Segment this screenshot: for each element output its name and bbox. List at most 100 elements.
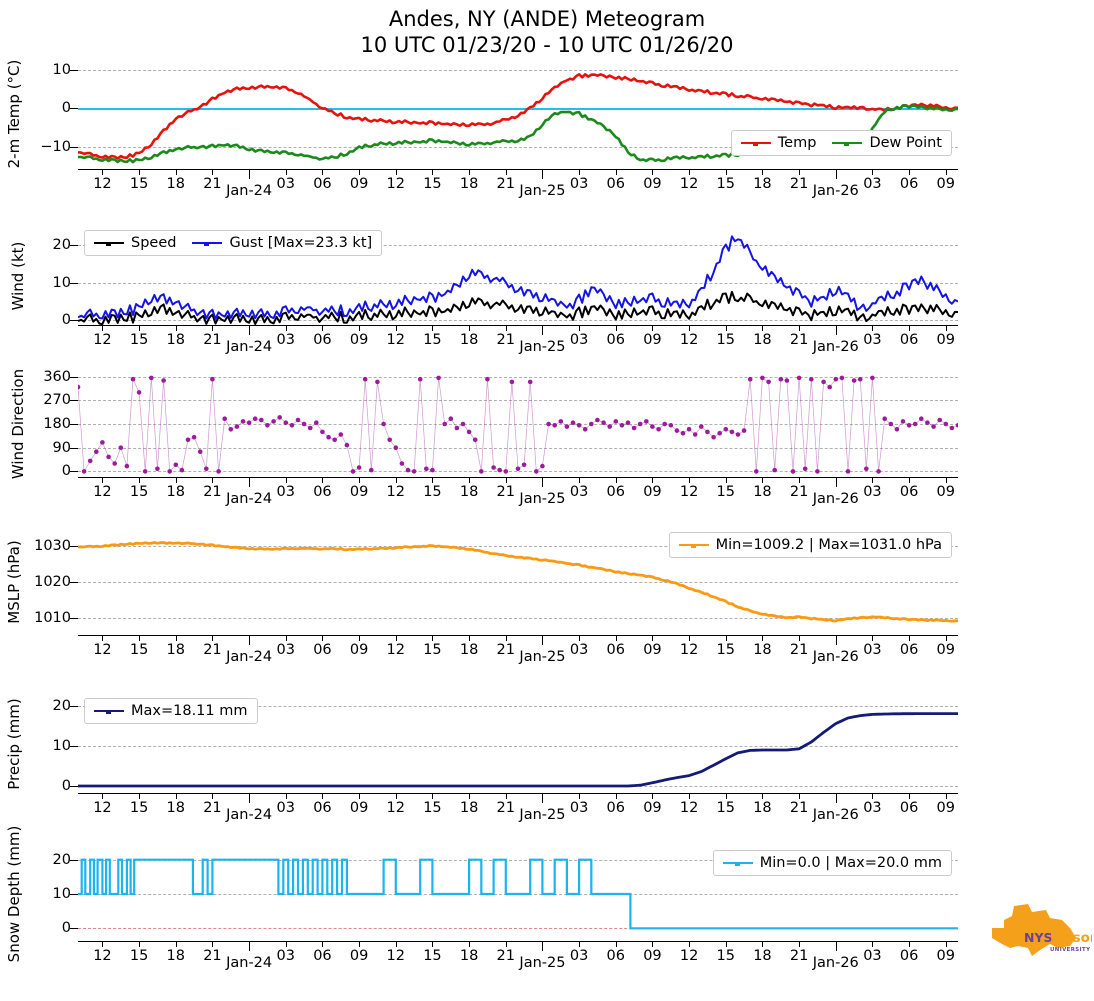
x-tick-mark bbox=[102, 942, 104, 947]
logo-tagline: UNIVERSITY AT ALBANY bbox=[1050, 947, 1092, 953]
x-tick-mark bbox=[689, 170, 691, 175]
x-tick-mark bbox=[432, 794, 434, 799]
legend-item[interactable]: Max=18.11 mm bbox=[94, 703, 248, 719]
x-axis-hour-label: 06 bbox=[606, 484, 625, 500]
x-axis-hour-label: 12 bbox=[679, 642, 699, 658]
x-axis-hour-label: 18 bbox=[459, 332, 479, 348]
legend-item[interactable]: Temp bbox=[740, 135, 817, 151]
legend-label: Gust [Max=23.3 kt] bbox=[229, 235, 373, 251]
legend-label: Temp bbox=[777, 135, 817, 151]
x-axis-hour-label: 12 bbox=[93, 484, 112, 500]
x-axis-hour-label: 21 bbox=[789, 176, 809, 192]
x-tick-mark bbox=[909, 326, 911, 331]
x-tick-mark bbox=[359, 636, 361, 641]
x-tick-mark bbox=[689, 636, 691, 641]
x-tick-mark bbox=[395, 326, 397, 331]
x-tick-mark bbox=[799, 794, 801, 799]
x-tick-mark bbox=[249, 170, 251, 179]
x-tick-mark bbox=[615, 794, 617, 799]
y-tick-mark bbox=[70, 894, 78, 895]
x-tick-mark bbox=[395, 478, 397, 483]
legend-wind[interactable]: Speed Gust [Max=23.3 kt] bbox=[84, 230, 383, 256]
legend-snow-depth[interactable]: Min=0.0 | Max=20.0 mm bbox=[712, 850, 952, 876]
y-tick-mark bbox=[70, 108, 78, 110]
x-axis-hour-label: 06 bbox=[606, 642, 625, 658]
x-axis-hour-label: 15 bbox=[423, 948, 442, 964]
y-tick-mark bbox=[70, 859, 78, 861]
x-tick-mark bbox=[505, 170, 507, 175]
x-tick-mark bbox=[909, 942, 911, 947]
x-axis-hour-label: 15 bbox=[716, 642, 735, 658]
legend-temperature[interactable]: Temp Dew Point bbox=[730, 130, 952, 156]
y-axis-label-snow-depth: Snow Depth (mm) bbox=[5, 825, 23, 963]
x-tick-mark bbox=[542, 636, 544, 645]
x-tick-mark bbox=[689, 326, 691, 331]
x-tick-mark bbox=[212, 942, 214, 947]
x-axis-hour-label: 21 bbox=[789, 484, 809, 500]
x-tick-mark bbox=[139, 636, 141, 641]
axis-line bbox=[78, 528, 958, 636]
x-tick-mark bbox=[395, 942, 397, 947]
plot-area-wind-direction bbox=[78, 375, 958, 474]
x-axis-hour-label: 06 bbox=[313, 642, 332, 658]
x-tick-mark bbox=[469, 942, 471, 947]
x-tick-mark bbox=[945, 326, 947, 331]
x-axis-hour-label: 09 bbox=[349, 332, 369, 348]
legend-item[interactable]: Min=0.0 | Max=20.0 mm bbox=[722, 855, 942, 871]
x-axis-hour-label: 06 bbox=[313, 332, 332, 348]
x-axis-hour-label: 15 bbox=[129, 800, 149, 816]
title-line-1: Andes, NY (ANDE) Meteogram bbox=[388, 7, 706, 31]
y-axis-label-mslp: MSLP (hPa) bbox=[5, 540, 23, 624]
x-tick-mark bbox=[652, 636, 654, 641]
x-axis-hour-label: 21 bbox=[496, 948, 515, 964]
x-tick-mark bbox=[102, 794, 104, 799]
x-axis-hour-label: 15 bbox=[129, 176, 149, 192]
x-tick-mark bbox=[872, 170, 874, 175]
gridline bbox=[78, 376, 958, 378]
x-axis-hour-label: 18 bbox=[459, 642, 479, 658]
x-tick-mark bbox=[799, 942, 801, 947]
x-tick-mark bbox=[945, 794, 947, 799]
x-axis-hour-label: 03 bbox=[569, 948, 589, 964]
x-axis-hour-label: 18 bbox=[166, 176, 185, 192]
x-tick-mark bbox=[175, 170, 177, 175]
x-tick-mark bbox=[322, 794, 324, 799]
gridline bbox=[78, 746, 958, 747]
x-axis-hour-label: 09 bbox=[936, 484, 955, 500]
x-axis-hour-label: 06 bbox=[313, 948, 332, 964]
x-tick-mark bbox=[139, 942, 141, 947]
x-axis-hour-label: 09 bbox=[349, 484, 369, 500]
logo-nys-text: NYS bbox=[1024, 930, 1053, 945]
x-tick-mark bbox=[359, 170, 361, 175]
axis-line bbox=[78, 694, 958, 794]
y-axis-label-precip: Precip (mm) bbox=[5, 698, 23, 790]
x-axis-hour-label: 09 bbox=[936, 948, 955, 964]
y-tick-label: 20 bbox=[52, 236, 71, 253]
x-tick-mark bbox=[249, 326, 251, 335]
y-tick-mark bbox=[70, 582, 78, 583]
x-axis-hour-label: 03 bbox=[863, 176, 882, 192]
x-axis-hour-label: 09 bbox=[349, 642, 369, 658]
x-axis-hour-label: 21 bbox=[789, 948, 809, 964]
legend-swatch bbox=[722, 862, 753, 866]
x-axis-hour-label: 06 bbox=[606, 176, 625, 192]
gridline bbox=[78, 320, 958, 322]
x-axis-hour-label: 09 bbox=[643, 948, 662, 964]
x-tick-mark bbox=[322, 942, 324, 947]
legend-item[interactable]: Dew Point bbox=[832, 135, 942, 151]
x-axis-day-label: Jan-24 bbox=[226, 955, 273, 971]
legend-precip[interactable]: Max=18.11 mm bbox=[84, 698, 258, 724]
legend-item[interactable]: Speed bbox=[94, 235, 176, 251]
x-axis-hour-label: 03 bbox=[863, 948, 882, 964]
legend-mslp[interactable]: Min=1009.2 | Max=1031.0 hPa bbox=[668, 532, 952, 558]
x-axis-hour-label: 12 bbox=[386, 642, 405, 658]
legend-item[interactable]: Min=1009.2 | Max=1031.0 hPa bbox=[678, 537, 942, 553]
legend-item[interactable]: Gust [Max=23.3 kt] bbox=[192, 235, 372, 251]
x-axis-hour-label: 15 bbox=[129, 332, 149, 348]
x-tick-mark bbox=[249, 636, 251, 645]
x-tick-mark bbox=[652, 326, 654, 331]
y-tick-label: 90 bbox=[52, 439, 71, 456]
y-tick-label: 10 bbox=[52, 274, 71, 291]
x-tick-mark bbox=[249, 478, 251, 487]
x-axis-hour-label: 15 bbox=[129, 948, 149, 964]
